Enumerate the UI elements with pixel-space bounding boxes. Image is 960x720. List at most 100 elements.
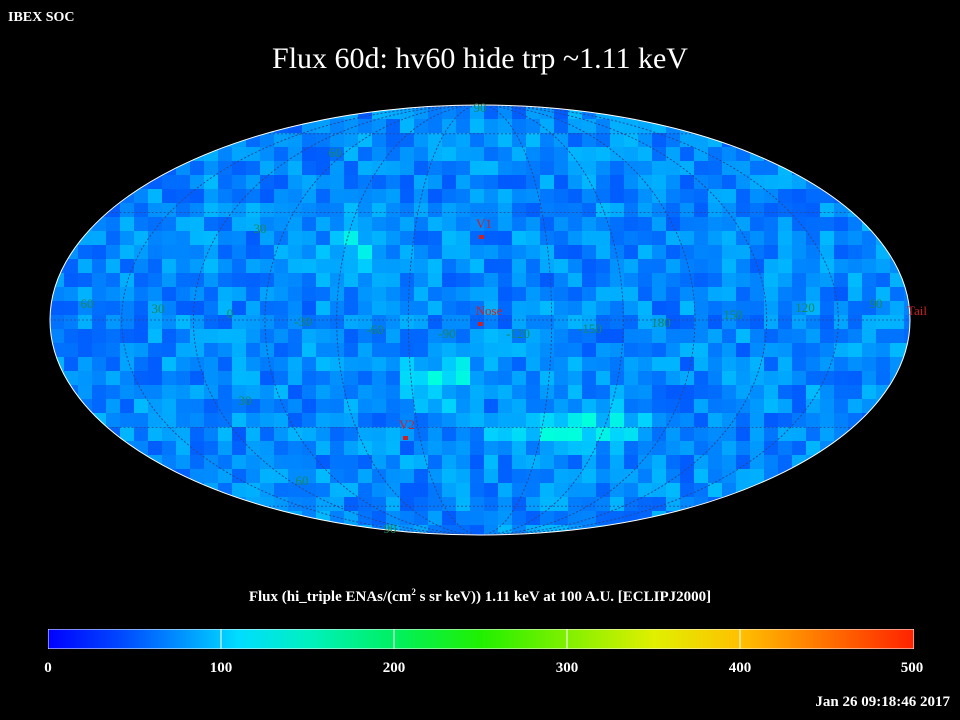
flux-pixel — [470, 371, 485, 386]
flux-pixel — [764, 525, 779, 535]
flux-pixel — [554, 525, 569, 535]
flux-pixel — [470, 329, 485, 344]
flux-pixel — [106, 511, 121, 526]
flux-pixel — [596, 385, 611, 400]
flux-pixel — [680, 287, 695, 302]
flux-pixel — [92, 371, 107, 386]
flux-pixel — [456, 483, 471, 498]
flux-pixel — [358, 427, 373, 442]
flux-pixel — [876, 469, 891, 484]
flux-pixel — [750, 329, 765, 344]
flux-pixel — [582, 329, 597, 344]
flux-pixel — [120, 189, 135, 204]
flux-pixel — [106, 119, 121, 134]
flux-pixel — [470, 217, 485, 232]
flux-pixel — [400, 147, 415, 162]
flux-pixel — [666, 189, 681, 204]
flux-pixel — [316, 259, 331, 274]
flux-pixel — [638, 455, 653, 470]
flux-pixel — [330, 399, 345, 414]
flux-pixel — [316, 483, 331, 498]
flux-pixel — [638, 203, 653, 218]
flux-pixel — [92, 105, 107, 120]
flux-pixel — [134, 469, 149, 484]
flux-pixel — [232, 189, 247, 204]
flux-pixel — [344, 511, 359, 526]
flux-pixel — [694, 343, 709, 358]
flux-pixel — [484, 399, 499, 414]
flux-pixel — [498, 273, 513, 288]
flux-pixel — [456, 203, 471, 218]
flux-pixel — [554, 147, 569, 162]
flux-pixel — [764, 427, 779, 442]
flux-pixel — [596, 133, 611, 148]
flux-pixel — [890, 469, 905, 484]
flux-pixel — [750, 273, 765, 288]
flux-pixel — [148, 315, 163, 330]
flux-pixel — [204, 175, 219, 190]
flux-pixel — [862, 119, 877, 134]
flux-pixel — [442, 469, 457, 484]
flux-pixel — [652, 497, 667, 512]
flux-pixel — [344, 259, 359, 274]
flux-pixel — [652, 147, 667, 162]
flux-pixel — [862, 371, 877, 386]
flux-pixel — [442, 427, 457, 442]
flux-pixel — [344, 315, 359, 330]
flux-pixel — [288, 245, 303, 260]
flux-pixel — [792, 427, 807, 442]
flux-pixel — [106, 497, 121, 512]
flux-pixel — [260, 175, 275, 190]
flux-pixel — [386, 273, 401, 288]
flux-pixel — [722, 161, 737, 176]
flux-pixel — [666, 343, 681, 358]
flux-pixel — [176, 273, 191, 288]
flux-pixel — [610, 329, 625, 344]
flux-pixel — [596, 147, 611, 162]
flux-pixel — [190, 287, 205, 302]
lat-label-north-60: 60 — [329, 145, 342, 160]
flux-pixel — [554, 511, 569, 526]
flux-pixel — [568, 413, 583, 428]
flux-pixel — [806, 217, 821, 232]
flux-pixel — [904, 175, 910, 190]
flux-pixel — [218, 329, 233, 344]
flux-pixel — [246, 245, 261, 260]
flux-pixel — [736, 511, 751, 526]
flux-pixel — [190, 483, 205, 498]
flux-pixel — [190, 245, 205, 260]
flux-pixel — [694, 455, 709, 470]
flux-pixel — [890, 287, 905, 302]
flux-pixel — [498, 315, 513, 330]
flux-pixel — [848, 119, 863, 134]
flux-pixel — [848, 525, 863, 535]
flux-pixel — [330, 427, 345, 442]
flux-pixel — [344, 427, 359, 442]
flux-pixel — [274, 231, 289, 246]
flux-pixel — [890, 343, 905, 358]
flux-pixel — [176, 497, 191, 512]
flux-pixel — [596, 273, 611, 288]
flux-pixel — [778, 217, 793, 232]
flux-pixel — [218, 231, 233, 246]
flux-pixel — [540, 399, 555, 414]
flux-pixel — [764, 385, 779, 400]
flux-pixel — [120, 217, 135, 232]
flux-pixel — [288, 105, 303, 120]
flux-pixel — [666, 259, 681, 274]
flux-pixel — [848, 371, 863, 386]
flux-pixel — [540, 287, 555, 302]
flux-pixel — [386, 189, 401, 204]
flux-pixel — [330, 371, 345, 386]
flux-pixel — [120, 287, 135, 302]
flux-pixel — [554, 301, 569, 316]
flux-pixel — [890, 203, 905, 218]
flux-pixel — [414, 371, 429, 386]
flux-pixel — [890, 483, 905, 498]
flux-pixel — [92, 469, 107, 484]
flux-pixel — [162, 371, 177, 386]
flux-pixel — [638, 357, 653, 372]
flux-pixel — [134, 525, 149, 535]
flux-pixel — [512, 231, 527, 246]
flux-pixel — [232, 525, 247, 535]
